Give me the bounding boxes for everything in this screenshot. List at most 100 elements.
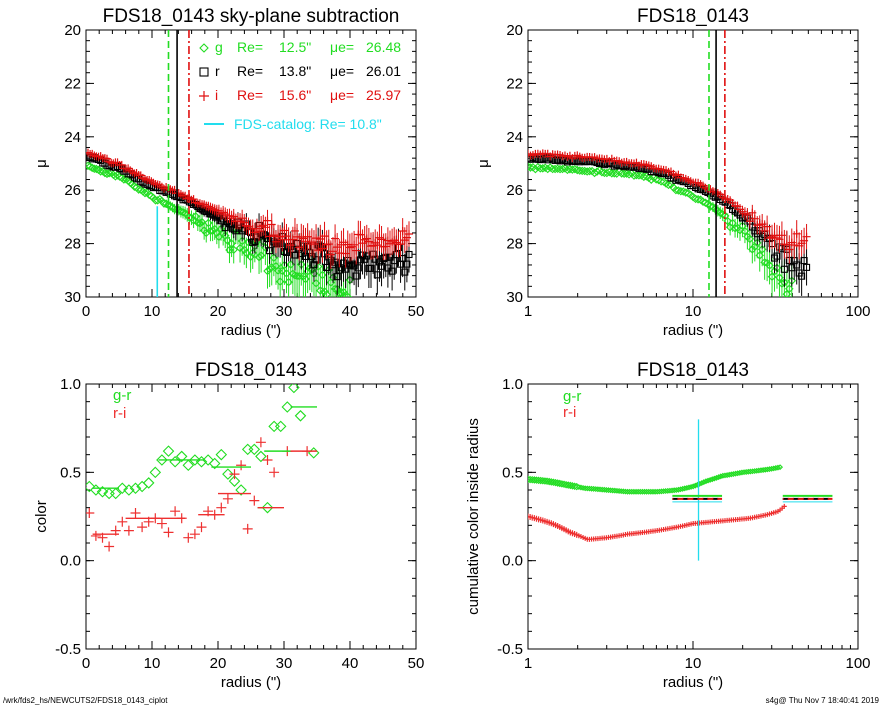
g-point — [741, 469, 748, 476]
r-point — [798, 272, 806, 280]
y-tick-label: 28 — [64, 236, 81, 253]
i-point — [356, 230, 365, 239]
i-point — [396, 240, 405, 249]
i-point — [316, 235, 325, 244]
r-i-point — [236, 460, 247, 471]
i-point — [320, 232, 329, 241]
g-point — [651, 175, 661, 184]
panel-4-xlabel: radius (") — [663, 674, 723, 691]
x-tick-label: 50 — [408, 303, 425, 320]
i-point — [301, 237, 310, 246]
i-point — [364, 237, 373, 246]
r-i-point — [117, 516, 128, 527]
y-tick-label: 24 — [64, 129, 81, 146]
g-point — [654, 175, 663, 185]
g-point — [686, 484, 692, 491]
panel-4-data — [528, 419, 833, 561]
g-point — [92, 164, 101, 174]
g-point — [175, 450, 188, 463]
panel-3-xlabel: radius (") — [221, 674, 281, 691]
g-point — [241, 443, 254, 456]
g-point — [641, 488, 648, 495]
g-point — [654, 488, 661, 495]
y-tick-label: 1.0 — [60, 376, 81, 393]
footer-file-path: /wrk/fds2_hs/NEWCUTS2/FDS18_0143_ciplot — [3, 696, 168, 705]
g-point — [669, 487, 676, 494]
g-point — [634, 171, 644, 180]
g-point — [268, 420, 280, 433]
x-tick-label: 30 — [276, 303, 293, 320]
g-point — [228, 475, 241, 487]
r-i-point — [249, 495, 260, 506]
i-point — [352, 246, 361, 255]
r-point — [405, 250, 413, 259]
r-point — [356, 256, 364, 264]
g-point — [215, 448, 228, 461]
g-point — [570, 164, 580, 174]
r-i-point — [222, 493, 233, 504]
y-tick-label: 28 — [506, 236, 523, 253]
g-point — [619, 169, 629, 179]
g-point — [570, 482, 579, 491]
g-point — [592, 167, 602, 176]
legend-mu-value: 25.97 — [366, 87, 401, 103]
g-point — [702, 478, 709, 485]
i-point — [381, 242, 390, 251]
g-point — [541, 477, 549, 485]
i-point — [324, 240, 333, 249]
r-i-point — [255, 437, 266, 448]
g-point — [248, 443, 261, 456]
i-point — [373, 241, 382, 250]
g-point — [700, 479, 707, 486]
i-point — [314, 246, 323, 255]
x-tick-label: 10 — [144, 655, 161, 672]
i-point — [405, 229, 414, 238]
g-point — [545, 477, 553, 486]
g-point — [182, 459, 195, 472]
g-point — [674, 186, 683, 195]
r-point — [401, 268, 409, 276]
panel-4-title: FDS18_0143 — [637, 360, 749, 381]
r-i-point — [229, 469, 240, 480]
legend-re-label: Re= — [237, 39, 263, 55]
x-tick-label: 20 — [210, 303, 227, 320]
legend-re-value: 15.6" — [279, 87, 311, 103]
r-point — [348, 260, 356, 268]
g-point — [528, 163, 535, 172]
g-point — [564, 481, 573, 489]
g-point — [626, 488, 633, 495]
g-point — [189, 454, 201, 466]
r-point — [800, 257, 808, 265]
r-point — [403, 260, 411, 268]
g-point — [116, 482, 129, 495]
r-i-point — [137, 522, 148, 533]
g-point — [140, 188, 150, 198]
x-tick-label: 50 — [408, 655, 425, 672]
y-tick-label: 26 — [64, 182, 81, 199]
i-point — [288, 235, 297, 244]
i-point — [263, 216, 272, 225]
r-i-point — [104, 541, 115, 552]
r-i-point — [183, 532, 194, 543]
g-point — [676, 186, 686, 196]
g-point — [635, 488, 642, 495]
g-point — [652, 488, 659, 495]
g-point — [551, 478, 560, 487]
i-point — [261, 223, 270, 232]
g-point — [624, 170, 634, 179]
i-point — [375, 233, 384, 242]
x-tick-label: 30 — [276, 655, 293, 672]
y-tick-label: 30 — [506, 289, 523, 306]
r-point — [773, 252, 781, 260]
g-point — [753, 467, 760, 474]
panel-1-data — [86, 30, 414, 297]
legend-catalog-label: FDS-catalog: Re= 10.8" — [234, 116, 382, 132]
i-point — [341, 249, 350, 258]
legend-mu-value: 26.01 — [366, 63, 401, 79]
r-i-point — [189, 529, 200, 540]
g-point — [142, 477, 155, 489]
g-point — [199, 43, 209, 53]
r-point — [350, 262, 358, 270]
